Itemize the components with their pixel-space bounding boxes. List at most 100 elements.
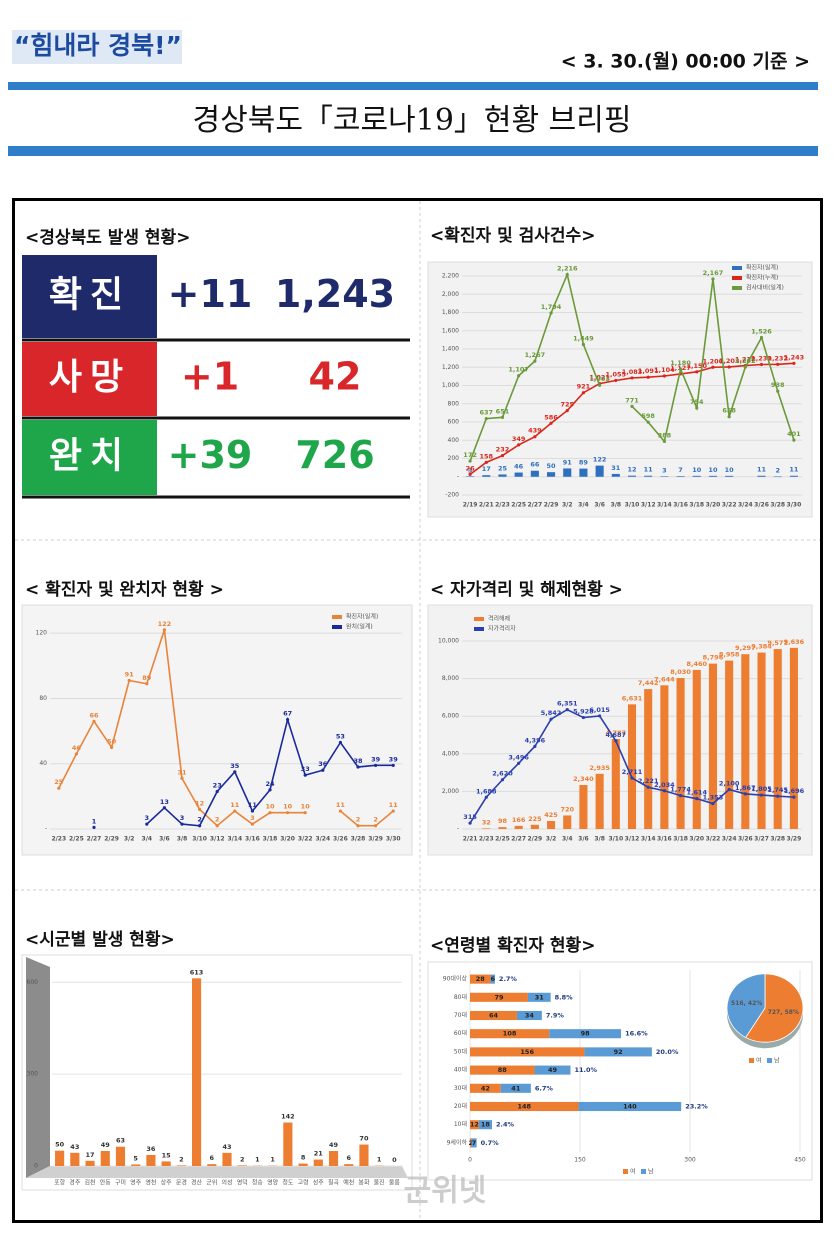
point <box>356 824 360 828</box>
x-tick-label: 3/20 <box>689 836 704 843</box>
x-tick-label: 2/25 <box>69 836 84 843</box>
value-label: 63 <box>116 1137 125 1145</box>
x-tick-label: 3/28 <box>351 836 366 843</box>
point <box>303 773 307 777</box>
value-label: 1,696 <box>784 787 805 795</box>
value-label: 2,167 <box>703 269 724 277</box>
x-tick-label: 2/27 <box>511 836 526 843</box>
value-label: 1,021 <box>589 374 610 382</box>
x-tick-label: 울진 <box>374 1179 385 1187</box>
value-label: 5,928 <box>573 708 594 716</box>
point <box>598 714 602 718</box>
x-tick-label: 3/24 <box>738 502 753 509</box>
point <box>338 809 342 813</box>
value-label: 10 <box>708 466 718 474</box>
value-label: 1,794 <box>541 303 562 311</box>
rule <box>8 146 818 156</box>
value-label: 6 <box>210 1154 215 1162</box>
panel-title: <경상북도 발생 현황> <box>25 228 190 248</box>
value-label: 6 <box>490 975 495 983</box>
bar <box>482 475 491 477</box>
value-label: 9,384 <box>751 643 772 651</box>
row-change: +39 <box>168 433 253 477</box>
point <box>198 807 202 812</box>
bar <box>611 473 620 477</box>
point <box>662 439 666 443</box>
value-label: 938 <box>771 381 785 389</box>
value-label: 1,003 <box>589 375 610 383</box>
x-tick-label: 2/25 <box>495 836 510 843</box>
x-tick-label: 2/25 <box>511 502 526 509</box>
bar <box>530 470 539 477</box>
x-tick-label: 3/22 <box>298 836 313 843</box>
point <box>759 793 764 797</box>
bar <box>470 1101 579 1112</box>
frame <box>12 198 823 1223</box>
x-tick-label: 포항 <box>54 1179 66 1187</box>
point <box>727 365 731 369</box>
share-label: 8.8% <box>555 993 574 1001</box>
point <box>110 745 114 750</box>
point <box>565 272 569 277</box>
point <box>614 739 618 743</box>
value-label: 598 <box>641 412 655 420</box>
value-label: 2,620 <box>492 770 513 778</box>
rule <box>8 82 818 90</box>
value-label: 5 <box>133 1154 138 1162</box>
legend-label: 격리해제 <box>488 615 510 623</box>
x-tick-label: 군위 <box>206 1179 217 1187</box>
point <box>533 359 537 363</box>
x-tick-label: 구미 <box>115 1179 126 1187</box>
share-label: 6.7% <box>535 1084 554 1092</box>
value-label: 1,232 <box>767 354 788 362</box>
value-label: 166 <box>512 816 526 824</box>
point <box>792 795 796 799</box>
point <box>727 415 731 419</box>
x-tick-label: 영천 <box>145 1179 156 1187</box>
x-tick-label: 3/4 <box>142 836 153 843</box>
y-tick-label: 0 <box>34 1163 38 1170</box>
point <box>517 761 521 765</box>
bar <box>470 992 528 1002</box>
point <box>233 809 237 813</box>
bar <box>313 1159 323 1166</box>
value-label: 7,644 <box>654 675 675 683</box>
value-label: 8,460 <box>686 660 707 668</box>
floor <box>26 1166 408 1178</box>
x-tick-label: 3/24 <box>315 836 330 843</box>
bar <box>482 828 491 829</box>
value-label: 10 <box>283 803 293 811</box>
share-label: 20.0% <box>656 1048 679 1056</box>
value-label: 46 <box>514 463 524 471</box>
value-label: 122 <box>158 620 172 628</box>
point <box>759 362 764 367</box>
value-label: 2,340 <box>573 775 594 783</box>
value-label: 3,496 <box>508 753 529 761</box>
value-label: 91 <box>125 670 135 678</box>
value-label: 1 <box>255 1156 260 1164</box>
point <box>581 391 586 395</box>
x-tick-label: 3/29 <box>368 836 383 843</box>
value-label: 32 <box>482 818 491 826</box>
value-label: 1,091 <box>638 367 659 375</box>
x-tick-label: 예천 <box>343 1179 354 1187</box>
value-label: 2 <box>197 816 202 824</box>
value-label: 6 <box>346 1154 351 1162</box>
logo: “힘내라 경북!” <box>14 31 182 60</box>
value-label: 1,805 <box>751 785 772 793</box>
legend-label: 검사대비(일계) <box>746 284 784 292</box>
bar <box>595 465 604 477</box>
value-label: 720 <box>560 805 574 813</box>
legend-label: 여 <box>756 1057 762 1065</box>
value-label: 1,200 <box>703 357 724 365</box>
panel-title: <확진자 및 검사건수> <box>430 226 595 246</box>
y-tick-label: 1,800 <box>442 309 459 316</box>
value-label: 9,297 <box>735 644 756 652</box>
x-tick-label: 3/24 <box>722 836 737 843</box>
value-label: 5,842 <box>541 709 562 717</box>
x-tick-label: 3/8 <box>177 836 188 843</box>
point <box>776 389 780 393</box>
value-label: 108 <box>503 1030 517 1038</box>
point <box>145 682 149 686</box>
x-tick-label: 3/26 <box>333 836 348 843</box>
